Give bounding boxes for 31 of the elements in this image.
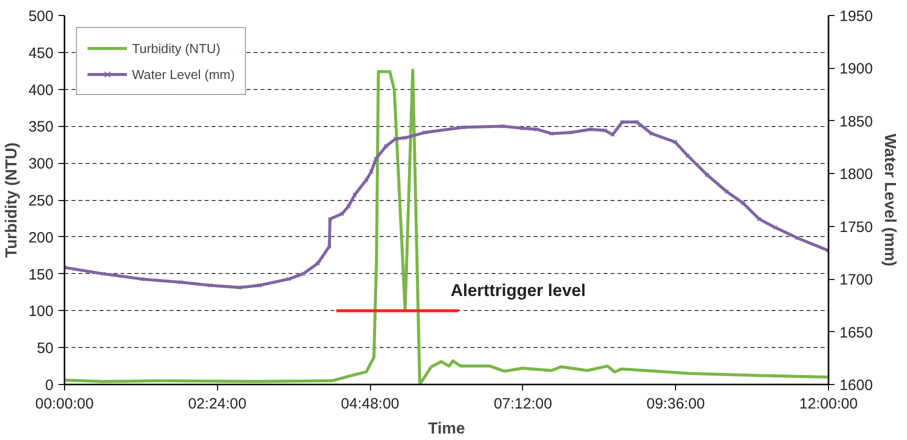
y2-tick-label: 1950 — [840, 8, 873, 25]
y-tick-label: 300 — [28, 156, 54, 173]
y2-tick-label: 1700 — [840, 272, 873, 289]
legend-label: Water Level (mm) — [132, 66, 235, 82]
annotation: Alerttrigger level — [450, 281, 586, 300]
y-tick-label: 250 — [28, 192, 54, 210]
x-tick-label: 02:24:00 — [188, 396, 246, 412]
y-tick-label: 0 — [45, 377, 54, 394]
y2-tick-label: 1750 — [840, 218, 873, 236]
y2-tick-label: 1600 — [840, 377, 873, 394]
x-tick-label: 09:36:00 — [646, 396, 705, 412]
y2-tick-label: 1850 — [840, 113, 873, 130]
legend-label: Turbidity (NTU) — [132, 40, 220, 56]
y-tick-label: 400 — [28, 82, 54, 99]
x-tick-label: 00:00:00 — [35, 396, 94, 412]
x-axis-title: Time — [428, 420, 466, 438]
x-tick-label: 07:12:00 — [494, 396, 552, 412]
y-tick-label: 350 — [28, 118, 54, 136]
y-tick-label: 450 — [28, 44, 54, 62]
y2-tick-label: 1900 — [840, 60, 873, 78]
y-tick-label: 100 — [28, 303, 54, 320]
y2-axis-title: Water Level (mm) — [880, 134, 898, 266]
y2-tick-label: 1800 — [840, 166, 873, 184]
x-tick-label: 04:48:00 — [340, 396, 400, 412]
y-tick-label: 200 — [28, 229, 54, 246]
y-tick-label: 50 — [36, 340, 54, 358]
y-axis-title: Turbidity (NTU) — [3, 142, 20, 258]
x-tick-label: 12:00:00 — [799, 396, 858, 412]
y-tick-label: 500 — [28, 8, 54, 25]
y-tick-label: 150 — [28, 266, 54, 284]
y2-tick-label: 1650 — [840, 324, 873, 342]
